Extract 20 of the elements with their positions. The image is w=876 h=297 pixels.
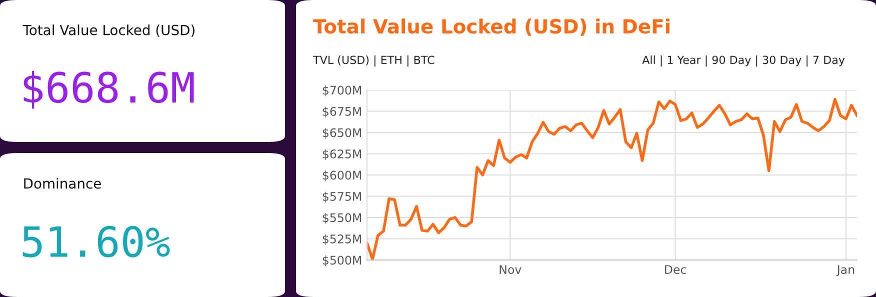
y-tick-label: $700M	[322, 86, 361, 96]
y-tick-label: $525M	[322, 234, 361, 245]
text: Dominance	[24, 178, 101, 189]
x-tick-label: Jan	[836, 265, 854, 276]
y-tick-label: $600M	[322, 170, 361, 182]
y-tick-label: $575M	[322, 192, 361, 202]
y-tick-label: $625M	[322, 149, 361, 160]
x-tick-label: Nov	[500, 265, 522, 274]
y-tick-label: $650M	[322, 128, 361, 139]
line-series	[367, 98, 857, 260]
text: TVL (USD) | ETH | BTC	[312, 55, 434, 67]
y-tick-label: $500M	[322, 256, 361, 266]
text: Total Value Locked (USD)	[22, 24, 194, 37]
y-tick-label: $675M	[322, 106, 361, 118]
x-tick-label: Dec	[665, 265, 686, 274]
text: $668.6M	[24, 70, 194, 109]
text: 51.60%	[22, 226, 170, 258]
chart-title: Total Value Locked (USD) in DeFi	[313, 18, 670, 36]
y-tick-label: $550M	[322, 213, 361, 224]
text: All | 1 Year | 90 Day | 30 Day | 7 Day	[642, 55, 845, 67]
